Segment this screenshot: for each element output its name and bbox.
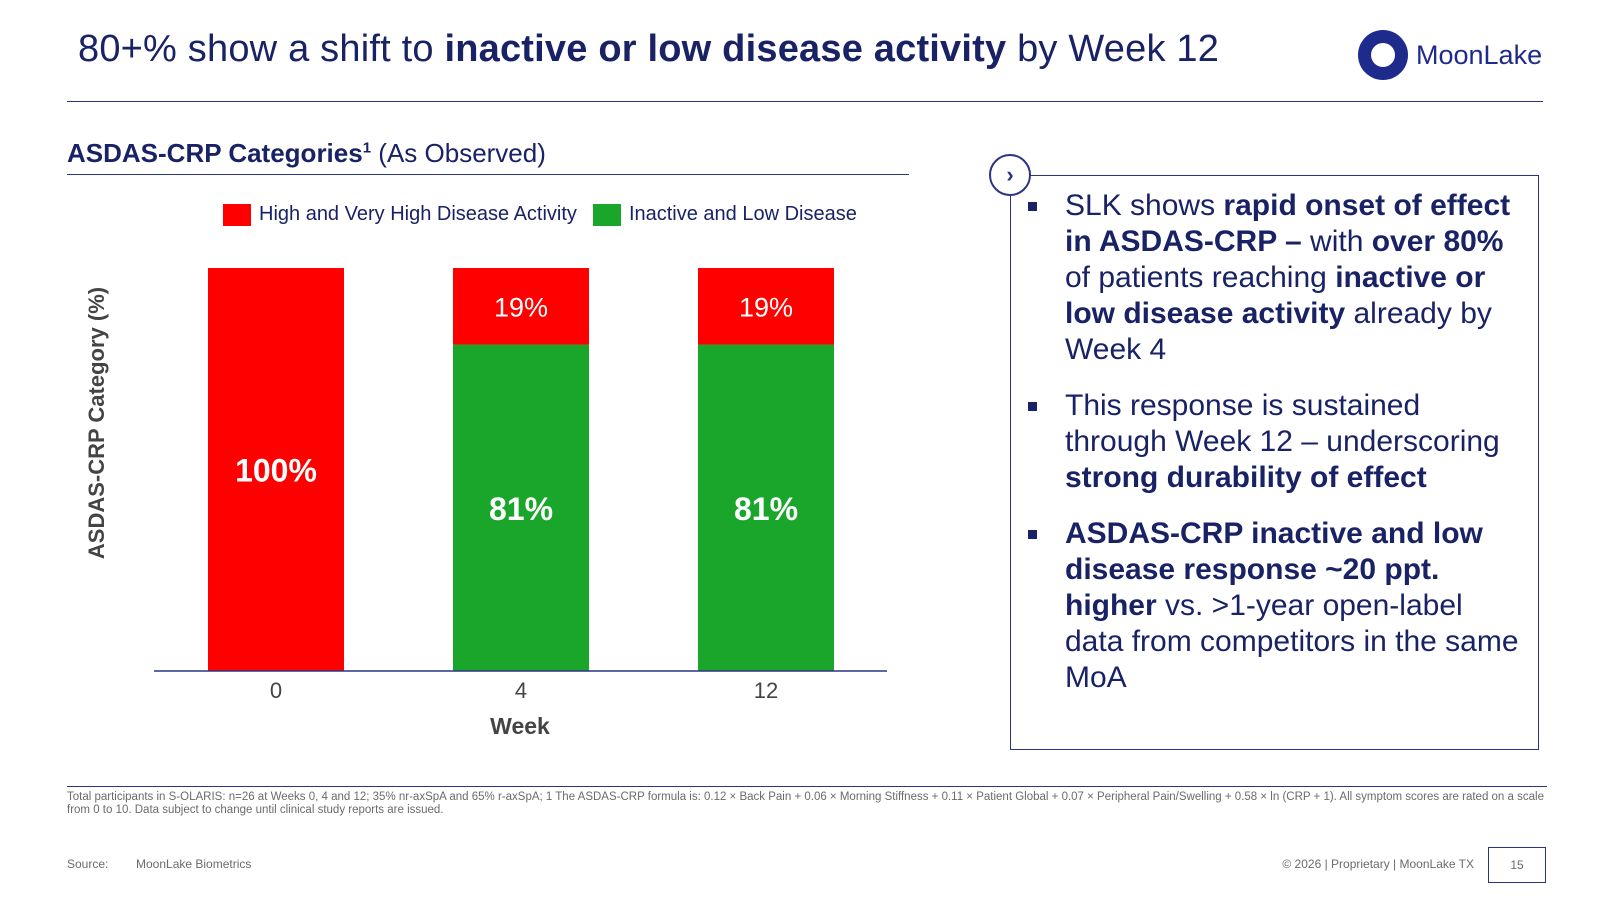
copyright: © 2026 | Proprietary | MoonLake TX [1282,857,1474,871]
bar-segment-high-week-12 [698,268,834,345]
page-title: 80+% show a shift to inactive or low dis… [78,28,1220,70]
key-finding-text: This response is sustained through Week … [1065,389,1500,494]
key-finding-text: ASDAS-CRP inactive and low disease respo… [1065,517,1519,694]
footer-divider [67,786,1547,787]
key-finding-item: This response is sustained through Week … [1028,388,1528,496]
legend-item-inactive: Inactive and Low Disease [592,203,857,226]
bar-segment-high-week-0 [208,268,344,671]
footnote: Total participants in S-OLARIS: n=26 at … [67,791,1544,816]
data-label-inactive-week-12: 81% [734,491,798,527]
key-finding-item: ASDAS-CRP inactive and low disease respo… [1028,516,1528,696]
bar-segment-inactive-week-4 [453,344,589,671]
legend-swatch-inactive [592,203,621,226]
key-findings-box [1010,175,1539,750]
bar-segment-high-week-4 [453,268,589,345]
key-findings-list: SLK shows rapid onset of effect in ASDAS… [1028,188,1528,716]
bar-segment-inactive-week-12 [698,344,834,671]
legend-label-high: High and Very High Disease Activity [259,203,577,225]
data-label-inactive-week-4: 81% [489,491,553,527]
data-label-high-week-12: 19% [739,292,793,322]
bullet-square-icon [1028,202,1037,211]
bullet-square-icon [1028,402,1037,411]
data-label-high-week-4: 19% [494,292,548,322]
key-finding-item: SLK shows rapid onset of effect in ASDAS… [1028,188,1528,368]
y-axis-title: ASDAS-CRP Category (%) [84,287,109,559]
key-finding-text: SLK shows rapid onset of effect in ASDAS… [1065,189,1511,366]
x-tick-label-12: 12 [754,678,778,703]
chart-legend: High and Very High Disease Activity Inac… [223,203,873,226]
legend-label-inactive: Inactive and Low Disease [628,203,857,225]
x-axis-title: Week [490,713,550,739]
header-divider [67,101,1543,102]
page-number: 15 [1488,847,1546,883]
moonlake-logo: MoonLake [1358,30,1542,80]
source-value: MoonLake Biometrics [136,857,252,871]
data-label-high-week-0: 100% [235,453,317,489]
logo-text: MoonLake [1416,39,1543,70]
legend-swatch-high [223,203,251,226]
chart-title-divider [67,174,909,175]
chart-title: ASDAS-CRP Categories1 (As Observed) [67,138,546,168]
x-tick-label-0: 0 [270,678,282,703]
x-tick-label-4: 4 [515,678,527,703]
bullet-square-icon [1028,530,1037,539]
ring-logo-icon [1358,30,1408,80]
legend-item-high: High and Very High Disease Activity [223,203,577,226]
chevron-right-icon: › [989,154,1031,196]
source-label: Source: [67,857,109,871]
